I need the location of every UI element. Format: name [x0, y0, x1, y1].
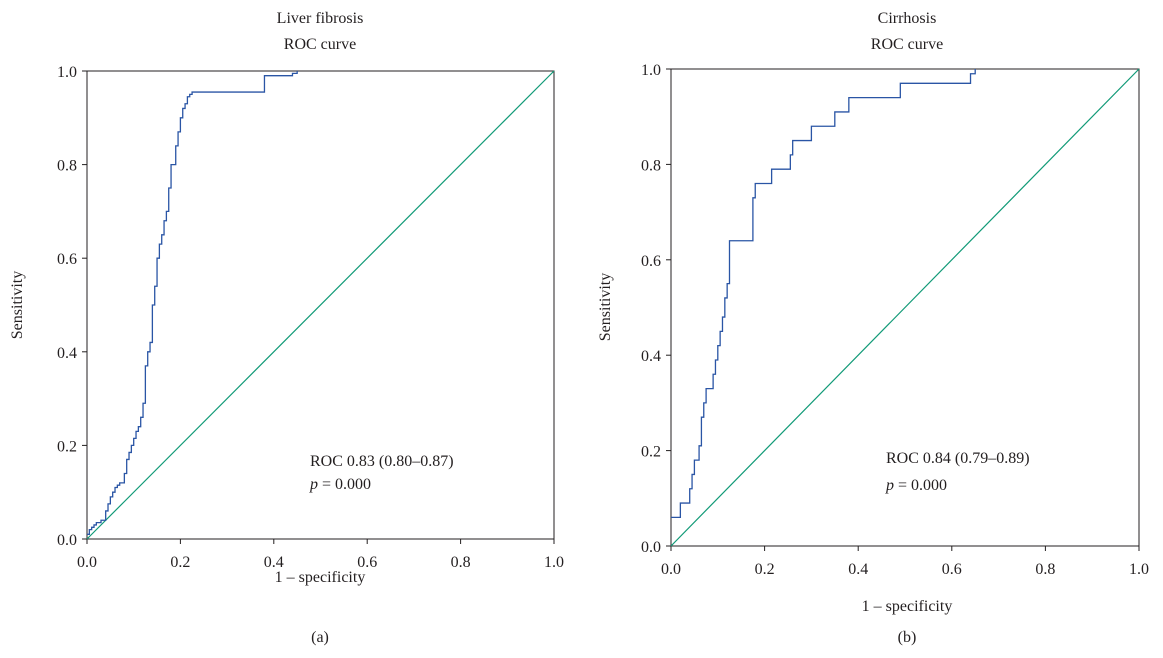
panel-a-ylabel: Sensitivity	[9, 271, 26, 339]
panel-a-y-tick-label: 1.0	[57, 64, 77, 81]
panel-a-p-value: = 0.000	[318, 476, 371, 493]
panel-b-y-tick-label: 0.2	[641, 444, 661, 461]
panel-a-plot-frame	[86, 70, 555, 540]
panel-a-p-symbol: p	[309, 476, 318, 493]
panel-a-y-tick-label: 0.2	[57, 438, 77, 455]
panel-b-p-symbol: p	[885, 477, 894, 494]
panel-b-xlabel: 1 – specificity	[862, 598, 953, 615]
panel-a-x-tick-label: 1.0	[544, 554, 564, 571]
panel-b: Cirrhosis ROC curve Sensitivity 1 – spec…	[597, 10, 1149, 646]
panel-b-y-tick-label: 0.0	[641, 539, 661, 556]
panel-a-x-tick-label: 0.6	[357, 554, 377, 571]
panel-b-x-tick-label: 1.0	[1129, 561, 1149, 578]
panel-b-x-tick-label: 0.8	[1035, 561, 1055, 578]
panel-b-roc-curve	[671, 69, 976, 519]
panel-a: Liver fibrosis ROC curve Sensitivity 1 –…	[9, 10, 564, 646]
panel-a-y-tick-label: 0.8	[57, 158, 77, 175]
panel-a-x-tick-label: 0.0	[77, 554, 97, 571]
panel-b-ylabel: Sensitivity	[597, 273, 614, 341]
panel-b-y-tick-label: 0.4	[641, 348, 661, 365]
panel-a-label: (a)	[311, 629, 329, 646]
panel-a-y-tick-label: 0.0	[57, 532, 77, 549]
panel-a-y-tick-label: 0.6	[57, 251, 77, 268]
panel-a-plot-area: 0.0 0.2 0.4 0.6 0.8 1.0 0.0 0.2 0.4 0.6 0.8 1.0	[57, 64, 564, 571]
panel-a-roc-curve	[87, 71, 298, 535]
panel-b-plot-area: 0.0 0.2 0.4 0.6 0.8 1.0 0.0 0.2 0.4 0.6 0.8 1.0	[641, 62, 1149, 578]
panel-b-p-annotation: p = 0.000	[885, 477, 947, 494]
panel-a-x-tick-label: 0.8	[451, 554, 471, 571]
panel-a-subtitle: ROC curve	[284, 36, 356, 53]
panel-a-roc-annotation: ROC 0.83 (0.80–0.87)	[310, 453, 454, 470]
panel-b-reference-line	[670, 68, 1140, 547]
panel-a-xlabel: 1 – specificity	[275, 569, 366, 586]
panel-b-x-tick-label: 0.6	[942, 561, 962, 578]
panel-b-plot-frame	[670, 68, 1140, 547]
panel-a-p-annotation: p = 0.000	[309, 476, 371, 493]
panel-a-x-tick-label: 0.2	[170, 554, 190, 571]
panel-b-label: (b)	[898, 629, 917, 646]
panel-a-x-tick-label: 0.4	[264, 554, 284, 571]
panel-b-y-tick-label: 1.0	[641, 62, 661, 79]
panel-b-p-value: = 0.000	[894, 477, 947, 494]
panel-a-y-tick-label: 0.4	[57, 345, 77, 362]
panel-b-roc-annotation: ROC 0.84 (0.79–0.89)	[886, 450, 1030, 467]
panel-b-title: Cirrhosis	[878, 10, 937, 27]
panel-b-x-tick-label: 0.0	[661, 561, 681, 578]
panel-b-y-tick-label: 0.6	[641, 253, 661, 270]
panel-b-subtitle: ROC curve	[871, 36, 943, 53]
panel-a-title: Liver fibrosis	[277, 10, 364, 27]
panel-b-x-tick-label: 0.4	[848, 561, 868, 578]
panel-b-x-tick-label: 0.2	[755, 561, 775, 578]
panel-b-y-tick-label: 0.8	[641, 157, 661, 174]
panel-a-reference-line	[86, 70, 555, 540]
